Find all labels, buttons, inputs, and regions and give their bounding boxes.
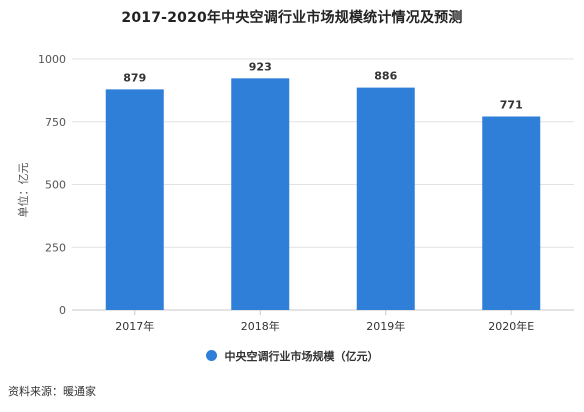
bar — [356, 87, 415, 310]
bar — [482, 116, 541, 310]
source-note: 资料来源：暖通家 — [8, 385, 96, 398]
bar — [231, 78, 290, 311]
bar — [105, 89, 164, 310]
x-tick-label: 2019年 — [366, 319, 405, 333]
y-tick-label: 750 — [45, 116, 66, 129]
bar-data-label: 879 — [123, 71, 146, 84]
y-tick-label: 1000 — [38, 53, 66, 66]
chart-title: 2017-2020年中央空调行业市场规模统计情况及预测 — [121, 10, 463, 26]
bar-data-label: 923 — [249, 60, 272, 73]
bar-data-label: 771 — [500, 98, 523, 111]
legend-label: 中央空调行业市场规模（亿元） — [224, 350, 379, 363]
x-tick-label: 2020年E — [488, 319, 534, 333]
bar-data-label: 886 — [374, 70, 397, 83]
y-tick-label: 500 — [45, 179, 66, 192]
legend-marker — [205, 350, 217, 361]
x-tick-label: 2017年 — [115, 319, 154, 333]
legend: 中央空调行业市场规模（亿元） — [0, 348, 584, 364]
y-tick-label: 0 — [59, 304, 66, 317]
x-tick-label: 2018年 — [241, 319, 280, 333]
y-tick-label: 250 — [45, 241, 66, 254]
